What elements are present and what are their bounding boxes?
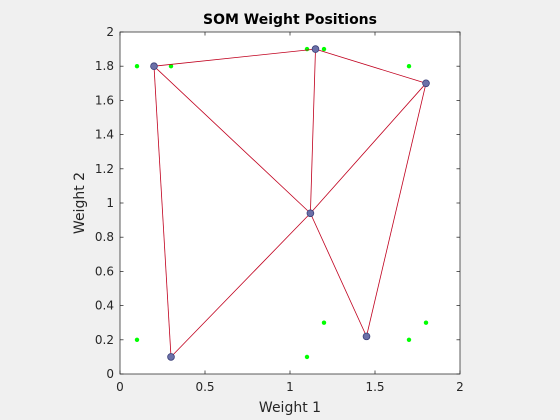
neuron-weight-point: [150, 62, 158, 70]
x-tick-label: 0.5: [195, 380, 214, 394]
input-sample-point: [423, 320, 429, 325]
neuron-weight-point: [167, 353, 175, 361]
neuron-connection-line: [153, 66, 172, 357]
y-tick-label: 0.4: [95, 299, 114, 313]
input-sample-point: [304, 354, 310, 360]
neuron-connection-line: [310, 213, 367, 337]
plot-area: [120, 32, 460, 374]
data-layer: [134, 45, 430, 361]
x-tick-label: 0: [116, 380, 124, 394]
x-axis-label: Weight 1: [259, 400, 321, 416]
y-tick-label: 0.2: [95, 333, 114, 347]
y-tick-label: 0: [106, 367, 114, 381]
neuron-weight-point: [311, 45, 320, 53]
neuron-connection-line: [315, 48, 427, 84]
neuron-connection-line: [310, 49, 316, 214]
y-tick-label: 0.6: [95, 264, 114, 278]
input-sample-point: [406, 337, 412, 342]
y-tick-label: 1.8: [95, 59, 114, 73]
x-tick-label: 2: [456, 380, 464, 394]
input-sample-point: [406, 63, 412, 69]
input-sample-point: [304, 46, 310, 52]
neuron-connection-line: [153, 48, 316, 67]
neuron-connection-line: [170, 212, 311, 358]
input-sample-point: [321, 46, 327, 52]
input-sample-point: [321, 320, 327, 325]
y-axis-label: Weight 2: [72, 172, 88, 234]
input-sample-point: [134, 337, 140, 342]
x-tick-label: 1.5: [365, 380, 384, 394]
neuron-weight-point: [362, 332, 371, 341]
neuron-connection-line: [153, 65, 311, 214]
x-tick-label: 1: [286, 380, 294, 394]
y-tick-label: 1.2: [95, 162, 114, 176]
neuron-connection-line: [366, 83, 427, 337]
y-tick-label: 1.4: [95, 128, 114, 142]
neuron-connection-line: [310, 83, 427, 214]
y-tick-label: 1: [106, 196, 114, 210]
input-sample-point: [168, 63, 174, 69]
input-sample-point: [134, 63, 140, 69]
neuron-weight-point: [422, 79, 430, 88]
y-tick-label: 1.6: [95, 93, 114, 107]
y-tick-label: 2: [106, 25, 114, 39]
y-tick-label: 0.8: [95, 230, 114, 244]
neuron-weight-point: [306, 209, 315, 218]
ticks-layer: 0 0.5 1 1.5 2 0 0.2 0.4 0.6 0.8 1 1.2 1.4 1.6 1.8 2: [95, 25, 464, 394]
chart-title: SOM Weight Positions: [203, 12, 377, 28]
